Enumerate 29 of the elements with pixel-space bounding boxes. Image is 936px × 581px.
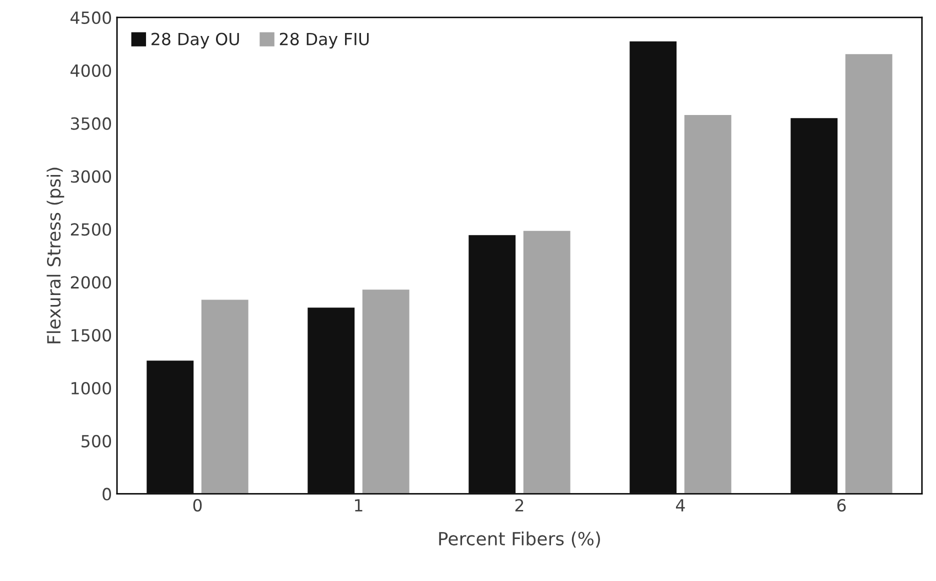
legend-label: 28 Day FIU: [280, 32, 369, 49]
legend-label: 28 Day OU: [152, 32, 239, 49]
y-tick-label: 1500: [72, 329, 112, 342]
x-tick-label: 1: [355, 499, 362, 512]
y-tick-label: 1000: [72, 382, 112, 395]
bar: [361, 288, 411, 494]
bar: [200, 298, 250, 494]
x-axis-title: Percent Fibers (%): [439, 532, 600, 548]
y-tick-label: 4000: [70, 64, 112, 77]
y-tick-label: 2500: [70, 223, 112, 236]
bar: [522, 230, 572, 494]
x-tick-label: 4: [676, 499, 685, 512]
x-tick-label: 0: [193, 499, 202, 512]
bar: [145, 359, 195, 494]
x-tick-label: 2: [515, 499, 524, 512]
bar: [844, 52, 894, 494]
y-tick-label: 2000: [70, 276, 112, 289]
x-tick-label: 6: [837, 499, 846, 512]
y-tick-label: 0: [102, 488, 112, 500]
bar: [467, 234, 517, 494]
bar: [628, 40, 678, 494]
y-tick-label: 3500: [70, 117, 112, 130]
bar: [789, 116, 839, 494]
y-tick-label: 4500: [70, 11, 112, 24]
bar: [682, 114, 733, 494]
y-axis-title: Flexural Stress (psi): [46, 168, 64, 344]
y-tick-label: 500: [82, 434, 112, 448]
y-tick-label: 3000: [70, 170, 112, 183]
bar: [306, 306, 356, 494]
